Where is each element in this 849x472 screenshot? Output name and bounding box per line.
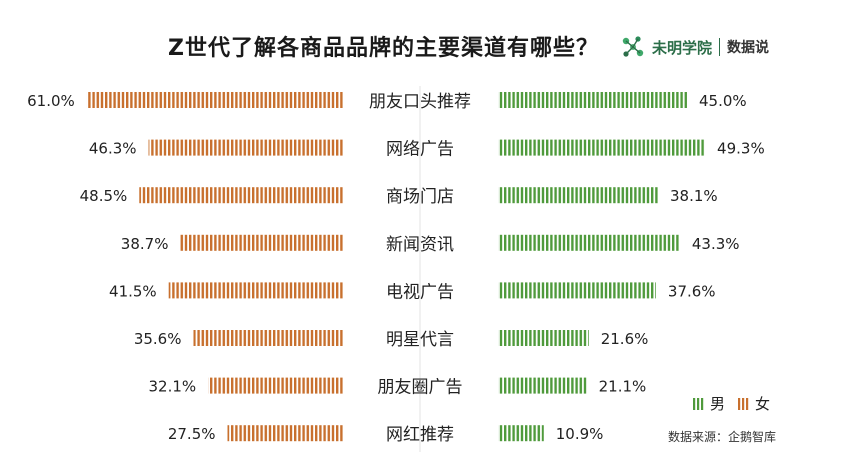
category-label-6: 朋友圈广告 <box>378 378 463 398</box>
bar-male-5 <box>498 330 589 346</box>
data-source-note: 数据来源：企鹅智库 <box>668 430 777 444</box>
bar-male-0 <box>498 92 687 108</box>
brand-tag: 数据说 <box>727 40 770 56</box>
category-label-5: 明星代言 <box>386 330 454 350</box>
brand-header: 未明学院 数据说 <box>620 34 769 60</box>
value-label-female-3: 38.7% <box>121 235 169 253</box>
legend-swatch-male <box>693 397 704 410</box>
bar-female-1 <box>148 139 343 156</box>
bar-female-7 <box>227 425 343 442</box>
bar-female-4 <box>168 282 343 299</box>
value-label-male-2: 38.1% <box>670 187 718 205</box>
bar-female-3 <box>180 234 343 251</box>
value-label-female-7: 27.5% <box>168 425 216 443</box>
brand-divider <box>719 38 721 56</box>
brand-name: 未明学院 <box>652 38 713 57</box>
bar-male-6 <box>498 377 587 394</box>
category-label-4: 电视广告 <box>386 282 454 302</box>
legend-label-female: 女 <box>755 395 771 413</box>
bar-male-4 <box>498 282 656 299</box>
value-label-male-1: 49.3% <box>717 140 765 158</box>
category-label-0: 朋友口头推荐 <box>369 92 471 112</box>
legend-label-male: 男 <box>710 395 726 413</box>
bar-male-3 <box>498 234 680 251</box>
category-label-3: 新闻资讯 <box>386 235 454 255</box>
value-label-male-6: 21.1% <box>599 378 647 396</box>
value-label-female-2: 48.5% <box>80 187 128 205</box>
bar-male-7 <box>498 425 544 442</box>
bar-female-2 <box>139 187 343 204</box>
value-label-female-6: 32.1% <box>149 378 197 396</box>
molecule-logo-icon <box>622 36 644 57</box>
category-label-1: 网络广告 <box>386 140 454 160</box>
value-label-female-4: 41.5% <box>109 282 157 300</box>
legend-item-male: 男 <box>692 393 725 414</box>
bar-male-1 <box>498 139 706 156</box>
chart-title: Z世代了解各商品品牌的主要渠道有哪些？ <box>168 36 599 61</box>
chart-legend: 男 女 <box>692 393 782 414</box>
value-label-male-7: 10.9% <box>556 425 604 443</box>
bar-female-5 <box>193 330 343 346</box>
category-label-2: 商场门店 <box>386 187 454 207</box>
value-label-female-0: 61.0% <box>27 92 75 110</box>
bar-male-2 <box>498 187 659 204</box>
value-label-female-5: 35.6% <box>134 330 182 348</box>
legend-swatch-female <box>738 397 749 410</box>
value-label-female-1: 46.3% <box>89 140 137 158</box>
bar-female-6 <box>208 377 343 394</box>
value-label-male-0: 45.0% <box>699 92 747 110</box>
value-label-male-4: 37.6% <box>668 282 716 300</box>
legend-item-female: 女 <box>737 393 770 414</box>
category-label-7: 网红推荐 <box>386 425 454 445</box>
value-label-male-3: 43.3% <box>692 235 740 253</box>
bar-female-0 <box>86 92 344 108</box>
value-label-male-5: 21.6% <box>601 330 649 348</box>
